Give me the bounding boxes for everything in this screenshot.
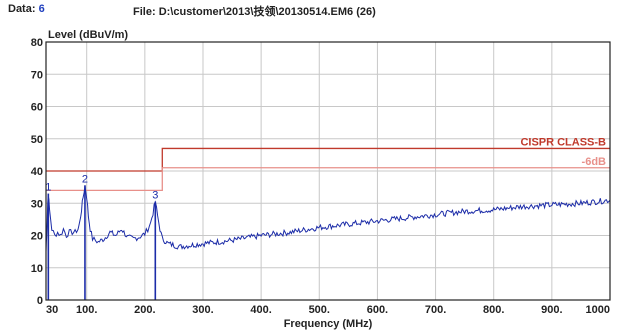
data-value: 6 [38, 3, 45, 15]
x-tick-label-9: 900. [541, 304, 562, 316]
x-tick-label-4: 400. [250, 304, 271, 316]
y-tick-label-3: 30 [31, 198, 43, 210]
x-tick-label-10: 1000 [586, 304, 610, 316]
x-tick-label-8: 800. [483, 304, 504, 316]
y-tick-label-7: 70 [31, 69, 43, 81]
marker-label-2: 2 [82, 174, 88, 186]
plot-frame [45, 41, 611, 301]
markers: 1 2 3 [45, 174, 158, 300]
y-axis-label: Level (dBuV/m) [48, 29, 128, 41]
trace-series-0 [45, 185, 611, 252]
file-count: (26) [356, 6, 376, 18]
data-index: Data: 6 [8, 3, 45, 15]
tick-labels: 30 100. 200. 300. 400. 500. 600. 700. 800. 900. 10… [31, 37, 610, 316]
trace-layer [45, 185, 611, 252]
data-label: Data: [8, 3, 36, 15]
x-tick-label-0: 30 [46, 304, 58, 316]
x-tick-label-3: 300. [192, 304, 213, 316]
x-tick-label-1: 100. [76, 304, 97, 316]
limit-line-0 [46, 147, 610, 172]
file-info: File: D:\customer\2013\技领\20130514.EM6 (… [133, 3, 376, 19]
y-tick-label-1: 10 [31, 263, 43, 275]
x-axis-label: Frequency (MHz) [284, 318, 373, 330]
grid [46, 42, 610, 300]
marker-label-3: 3 [152, 190, 158, 202]
limit-label-1: -6dB [582, 156, 607, 168]
file-label: File: [133, 6, 156, 18]
y-tick-label-4: 40 [31, 166, 43, 178]
y-tick-label-5: 50 [31, 134, 43, 146]
limit-lines: CISPR CLASS-B -6dB [46, 136, 610, 192]
limit-label-0: CISPR CLASS-B [520, 136, 606, 148]
y-tick-label-2: 20 [31, 231, 43, 243]
y-tick-label-6: 60 [31, 102, 43, 114]
y-tick-label-0: 0 [37, 295, 43, 307]
file-path: D:\customer\2013\技领\20130514.EM6 [158, 6, 354, 18]
marker-label-1: 1 [45, 182, 51, 194]
x-tick-label-6: 600. [367, 304, 388, 316]
y-tick-label-8: 80 [31, 37, 43, 49]
x-tick-label-5: 500. [309, 304, 330, 316]
x-tick-label-7: 700. [425, 304, 446, 316]
x-tick-label-2: 200. [134, 304, 155, 316]
limit-line-1 [46, 167, 610, 192]
